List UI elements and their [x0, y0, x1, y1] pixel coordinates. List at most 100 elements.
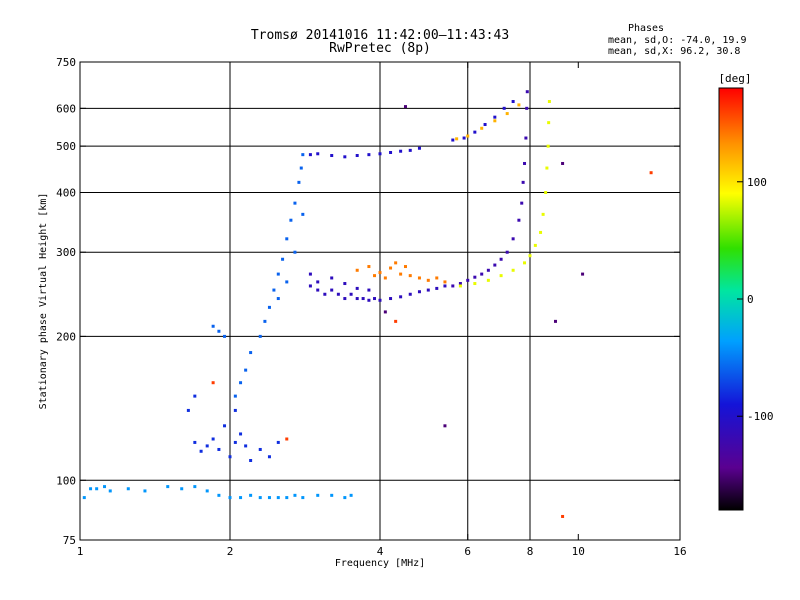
data-point — [285, 437, 289, 441]
data-point — [103, 485, 107, 489]
data-point — [426, 278, 430, 282]
data-point — [349, 493, 353, 497]
data-point — [267, 305, 271, 309]
data-point — [435, 276, 439, 280]
data-point — [316, 493, 320, 497]
data-point — [546, 144, 550, 148]
data-point — [451, 138, 455, 142]
data-point — [316, 288, 320, 292]
data-point — [389, 297, 393, 301]
y-tick-label: 75 — [63, 534, 76, 547]
data-point — [276, 297, 280, 301]
data-point — [193, 440, 197, 444]
data-point — [239, 496, 243, 500]
axis-ticks: 1 2 4 6 8 10 16 75 100 200 300 400 500 600 750 — [56, 56, 687, 558]
data-point — [285, 237, 289, 241]
data-point — [408, 148, 412, 152]
data-point — [389, 266, 393, 270]
data-point — [483, 123, 487, 127]
legend-o-stats: mean, sd,O: -74.0, 19.9 — [608, 35, 746, 46]
data-point — [355, 286, 359, 290]
data-point — [521, 180, 525, 184]
y-tick-label: 400 — [56, 186, 76, 199]
data-point — [308, 284, 312, 288]
chart-title: Tromsø 20141016 11:42:00–11:43:43 — [251, 28, 509, 43]
colorbar-label: [deg] — [718, 72, 751, 85]
data-point — [316, 280, 320, 284]
data-point — [541, 212, 545, 216]
data-point — [285, 496, 289, 500]
data-point — [276, 440, 280, 444]
data-point — [244, 444, 248, 448]
data-point — [451, 284, 455, 288]
data-point — [276, 496, 280, 500]
x-tick-label: 4 — [377, 545, 384, 558]
data-point — [383, 310, 387, 314]
data-point — [143, 489, 147, 493]
data-point — [267, 496, 271, 500]
data-point — [308, 153, 312, 157]
data-point — [561, 514, 565, 518]
data-point — [473, 275, 477, 279]
data-point — [343, 282, 347, 286]
data-point — [355, 154, 359, 158]
data-point — [301, 496, 305, 500]
y-axis-label: Stationary phase Virtual Height [km] — [38, 193, 49, 410]
data-point — [403, 105, 407, 109]
data-point — [426, 288, 430, 292]
data-point — [180, 487, 184, 491]
data-point — [389, 150, 393, 154]
data-point — [458, 282, 462, 286]
y-tick-label: 100 — [56, 474, 76, 487]
data-point — [343, 155, 347, 159]
data-point — [223, 424, 227, 428]
data-point — [211, 324, 215, 328]
data-point — [458, 284, 462, 288]
data-point — [126, 487, 130, 491]
data-point — [343, 496, 347, 500]
data-point — [249, 493, 253, 497]
data-point — [108, 489, 112, 493]
data-point — [517, 103, 521, 107]
data-point — [378, 271, 382, 275]
data-point — [199, 449, 203, 453]
data-point — [499, 274, 503, 278]
data-point — [258, 334, 262, 338]
data-point — [493, 115, 497, 119]
data-point — [544, 190, 548, 194]
data-point — [285, 280, 289, 284]
data-point — [581, 272, 585, 276]
data-point — [443, 280, 447, 284]
data-point — [343, 297, 347, 301]
chart-subtitle: RwPretec (8p) — [329, 41, 431, 56]
data-point — [301, 212, 305, 216]
data-point — [520, 201, 524, 205]
data-point — [355, 297, 359, 301]
data-point — [239, 381, 243, 385]
data-point — [466, 134, 470, 138]
data-point — [186, 408, 190, 412]
y-tick-label: 500 — [56, 140, 76, 153]
y-tick-label: 600 — [56, 102, 76, 115]
data-point — [367, 153, 371, 157]
data-point — [258, 447, 262, 451]
data-point — [367, 288, 371, 292]
data-point — [547, 100, 551, 104]
data-point — [462, 136, 466, 140]
data-point — [211, 437, 215, 441]
data-point — [525, 106, 529, 110]
data-point — [399, 272, 403, 276]
data-point — [330, 493, 334, 497]
data-point — [493, 119, 497, 123]
y-tick-label: 200 — [56, 330, 76, 343]
data-point — [323, 292, 327, 296]
data-point — [473, 282, 477, 286]
data-point — [276, 272, 280, 276]
colorbar-tick-label: -100 — [747, 410, 774, 423]
data-point — [649, 171, 653, 175]
legend-x-stats: mean, sd,X: 96.2, 30.8 — [608, 46, 740, 57]
data-point — [486, 278, 490, 282]
data-point — [502, 106, 506, 110]
data-point — [367, 298, 371, 302]
